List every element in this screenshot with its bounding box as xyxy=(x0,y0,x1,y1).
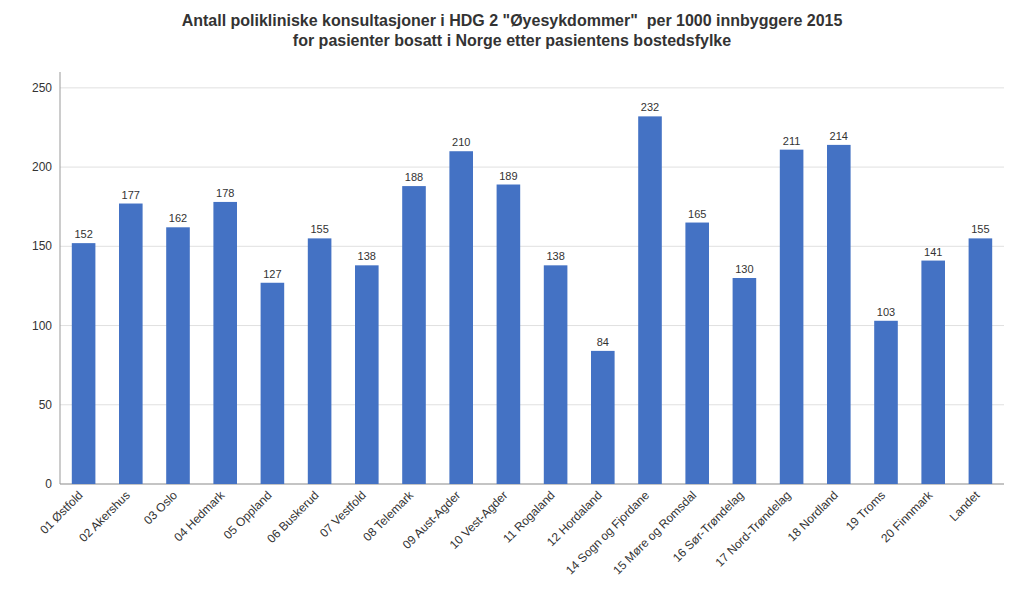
x-tick-label: 20 Finnmark xyxy=(878,488,936,546)
bar xyxy=(72,243,96,484)
y-tick-label: 0 xyxy=(45,477,52,491)
data-label: 103 xyxy=(877,306,895,318)
data-label: 211 xyxy=(783,135,801,147)
title-line: for pasienter bosatt i Norge etter pasie… xyxy=(293,32,731,49)
data-label: 127 xyxy=(263,268,281,280)
bar xyxy=(638,116,662,484)
bar xyxy=(733,278,757,484)
x-tick-label: 02 Akershus xyxy=(76,488,133,545)
y-tick-label: 150 xyxy=(32,239,52,253)
x-tick-label: 10 Vest-Agder xyxy=(447,488,511,552)
x-tick-label: 14 Sogn og Fjordane xyxy=(563,488,652,577)
chart-container: Antall polikliniske konsultasjoner i HDG… xyxy=(0,0,1024,614)
bar xyxy=(685,223,709,484)
bar xyxy=(780,150,804,484)
y-axis-line xyxy=(60,72,61,484)
data-label: 141 xyxy=(924,246,942,258)
x-axis-line xyxy=(60,484,1004,485)
bar xyxy=(969,238,993,484)
bar xyxy=(402,186,426,484)
bars xyxy=(72,116,992,484)
bar xyxy=(874,321,898,484)
grid-line xyxy=(60,484,1004,485)
data-label: 155 xyxy=(310,223,328,235)
data-label: 155 xyxy=(971,223,989,235)
data-label: 210 xyxy=(452,136,470,148)
bar xyxy=(213,202,237,484)
bar xyxy=(261,283,285,484)
chart-svg: Antall polikliniske konsultasjoner i HDG… xyxy=(0,0,1024,614)
grid-line xyxy=(60,325,1004,326)
data-label: 214 xyxy=(830,130,848,142)
data-label: 178 xyxy=(216,187,234,199)
data-label: 162 xyxy=(169,212,187,224)
bar xyxy=(591,351,615,484)
x-tick-label: 04 Hedmark xyxy=(171,488,228,545)
x-tick-label: 15 Møre og Romsdal xyxy=(610,488,699,577)
data-label: 189 xyxy=(499,170,517,182)
y-tick-label: 200 xyxy=(32,160,52,174)
x-tick-label: 19 Troms xyxy=(843,488,888,533)
y-tick-label: 100 xyxy=(32,319,52,333)
data-label: 138 xyxy=(546,250,564,262)
bar xyxy=(827,145,851,484)
data-label: 152 xyxy=(74,228,92,240)
bar xyxy=(497,185,521,484)
data-label: 138 xyxy=(358,250,376,262)
bar xyxy=(308,238,332,484)
x-tick-label: Landet xyxy=(947,488,983,524)
data-label: 232 xyxy=(641,101,659,113)
bar xyxy=(166,227,190,484)
data-label: 188 xyxy=(405,171,423,183)
grid-line xyxy=(60,167,1004,168)
bar xyxy=(355,265,379,484)
data-label: 165 xyxy=(688,208,706,220)
page: {"chart_data": {"type": "bar", "title": … xyxy=(0,0,1024,614)
grid-line xyxy=(60,404,1004,405)
data-label: 177 xyxy=(122,189,140,201)
y-tick-label: 50 xyxy=(39,398,53,412)
bar xyxy=(119,204,143,484)
y-grid xyxy=(60,88,1004,484)
bar xyxy=(544,265,568,484)
title-line: Antall polikliniske konsultasjoner i HDG… xyxy=(182,12,843,29)
data-label: 84 xyxy=(597,336,609,348)
y-tick-label: 250 xyxy=(32,81,52,95)
x-tick-label: 03 Oslo xyxy=(141,488,180,527)
x-tick-label: 01 Østfold xyxy=(37,488,86,537)
grid-line xyxy=(60,246,1004,247)
x-tick-label: 18 Nordland xyxy=(785,488,841,544)
x-tick-label: 06 Buskerud xyxy=(264,488,322,546)
bar xyxy=(921,261,945,484)
x-tick-label: 17 Nord-Trøndelag xyxy=(712,488,793,569)
data-label: 130 xyxy=(735,263,753,275)
bar xyxy=(449,151,473,484)
grid-line xyxy=(60,87,1004,88)
chart-title: Antall polikliniske konsultasjoner i HDG… xyxy=(182,12,843,49)
